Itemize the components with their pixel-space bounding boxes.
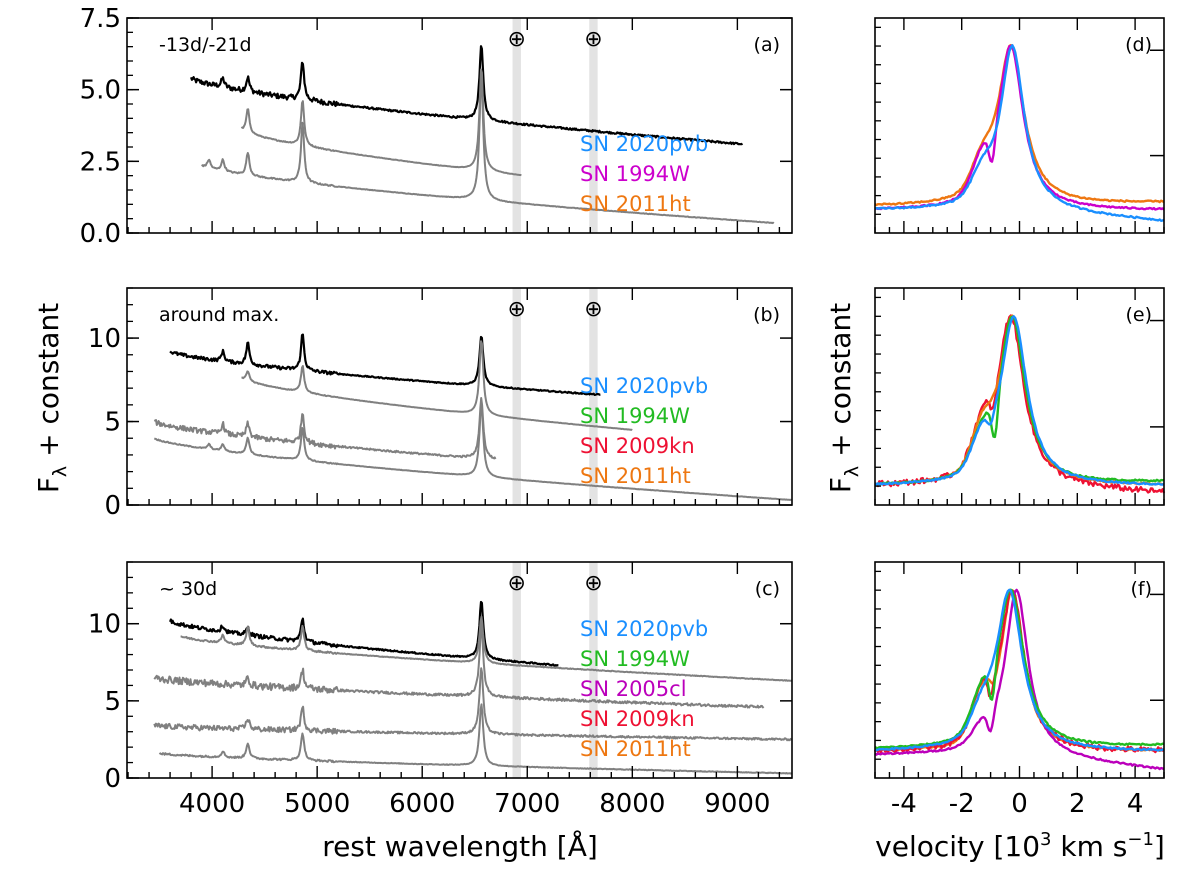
legend-entry: SN 2011ht: [580, 737, 691, 761]
right-ylabel-main: F: [824, 477, 857, 493]
legend-entry: SN 2011ht: [580, 192, 691, 216]
panel-c: ⊕ ⊕ 0 5 10 4000 5000 6000 7000 8000 9000 ~ 30d (c) SN…: [88, 561, 793, 819]
y-tick-label: 5: [104, 687, 121, 717]
x-tick-label: 5000: [284, 789, 350, 819]
line-profile: [874, 588, 1165, 752]
spectrum-line: [240, 68, 522, 177]
spectrum-line: [153, 623, 765, 709]
x-tick-label: 2: [1069, 789, 1086, 819]
x-tick-label: -4: [891, 789, 917, 819]
x-tick-label: 7000: [494, 789, 560, 819]
telluric-earth-symbol: ⊕: [508, 27, 526, 52]
y-tick-label: 0: [104, 764, 121, 794]
legend-entry: SN 2011ht: [580, 464, 691, 488]
telluric-band: [589, 288, 598, 505]
epoch-label: ~ 30d: [159, 578, 217, 600]
panel-f: -4 -2 0 2 4 (f): [873, 561, 1165, 819]
left-ylabel-main: F: [32, 477, 65, 493]
telluric-band: [512, 562, 521, 778]
right-xlabel-sup2: −1: [1127, 829, 1154, 850]
telluric-earth-symbol: ⊕: [584, 571, 602, 596]
left-ylabel-sub: λ: [49, 466, 71, 477]
panels-layer: ⊕ ⊕ 0.0 2.5 5.0 7.5 -13d/-21d (a) SN 2020pvb SN 1…: [80, 4, 1166, 819]
line-profile: [873, 588, 1165, 754]
panel-tag: (d): [1125, 34, 1152, 56]
panel-d: (d): [874, 17, 1165, 234]
line-profile: [874, 588, 1165, 750]
telluric-earth-symbol: ⊕: [584, 297, 602, 322]
line-profile: [874, 315, 1165, 486]
left-xlabel: rest wavelength [Å]: [322, 829, 598, 863]
legend-entry: SN 2005cl: [580, 677, 687, 701]
legend-entry: SN 2009kn: [580, 707, 695, 731]
y-tick-label: 2.5: [80, 147, 121, 177]
telluric-earth-symbol: ⊕: [584, 27, 602, 52]
y-tick-label: 0: [104, 491, 121, 521]
y-tick-label: 10: [88, 610, 121, 640]
legend-entry: SN 2020pvb: [580, 374, 708, 398]
y-tick-label: 5: [104, 408, 121, 438]
right-ylabel: Fλ + constant: [824, 303, 863, 493]
spectrum-line: [153, 402, 792, 501]
spectrum-line: [201, 76, 775, 225]
panel-e-frame: [874, 287, 1165, 506]
spectrum-line: [169, 600, 559, 667]
x-tick-label: 6000: [389, 789, 455, 819]
spectrum-line: [153, 397, 497, 460]
right-ylabel-rest: + constant: [824, 303, 857, 466]
spectrum-line: [169, 333, 601, 396]
line-profile: [874, 43, 1165, 207]
panel-tag: (f): [1130, 578, 1152, 600]
panel-tag: (c): [755, 578, 780, 600]
y-tick-label: 10: [88, 324, 121, 354]
panel-c-frame: [126, 561, 793, 779]
y-tick-label: 5.0: [80, 76, 121, 106]
panel-e: (e): [874, 287, 1166, 506]
legend-entry: SN 2020pvb: [580, 132, 708, 156]
x-tick-label: 4000: [179, 789, 245, 819]
line-profile: [874, 588, 1165, 771]
right-xlabel-sup1: 3: [1040, 829, 1051, 850]
x-tick-label: 8000: [599, 789, 665, 819]
right-xlabel-pre: velocity [10: [875, 830, 1040, 863]
spectrum-line: [158, 703, 793, 775]
telluric-band: [589, 18, 598, 233]
x-tick-label: -2: [949, 789, 975, 819]
panel-tag: (e): [1125, 304, 1152, 326]
panel-a: ⊕ ⊕ 0.0 2.5 5.0 7.5 -13d/-21d (a) SN 2020pvb SN 1…: [80, 4, 793, 249]
spectrum-line: [153, 667, 793, 742]
legend-entry: SN 2020pvb: [580, 617, 708, 641]
spectrum-line: [190, 45, 744, 146]
x-tick-label: 0: [1011, 789, 1028, 819]
right-xlabel-post: ]: [1154, 830, 1165, 863]
panel-a-frame: [126, 17, 793, 234]
y-tick-label: 7.5: [80, 4, 121, 34]
legend-entry: SN 1994W: [580, 404, 690, 428]
left-ylabel: Fλ + constant: [32, 303, 71, 493]
epoch-label: -13d/-21d: [159, 34, 252, 56]
panel-b: ⊕ ⊕ 0 5 10 around max. (b) SN 2020pvb SN 1994W SN…: [88, 287, 793, 521]
telluric-band: [512, 18, 521, 233]
legend-entry: SN 1994W: [580, 647, 690, 671]
x-tick-label: 9000: [704, 789, 770, 819]
right-xlabel-mid: km s: [1051, 830, 1127, 863]
x-tick-label: 4: [1127, 789, 1144, 819]
telluric-earth-symbol: ⊕: [508, 571, 526, 596]
spectrum-line: [241, 340, 633, 431]
telluric-earth-symbol: ⊕: [508, 297, 526, 322]
epoch-label: around max.: [159, 304, 279, 326]
y-tick-label: 0.0: [80, 219, 121, 249]
legend-entry: SN 1994W: [580, 162, 690, 186]
legend-entry: SN 2009kn: [580, 434, 695, 458]
spectrum-line: [180, 615, 792, 682]
right-ylabel-sub: λ: [841, 466, 863, 477]
left-ylabel-rest: + constant: [32, 303, 65, 466]
panel-tag: (a): [754, 34, 780, 56]
panel-tag: (b): [753, 304, 780, 326]
right-xlabel: velocity [103 km s−1]: [875, 829, 1165, 863]
line-profile: [874, 44, 1165, 222]
panel-b-frame: [126, 287, 793, 506]
telluric-band: [512, 288, 521, 505]
